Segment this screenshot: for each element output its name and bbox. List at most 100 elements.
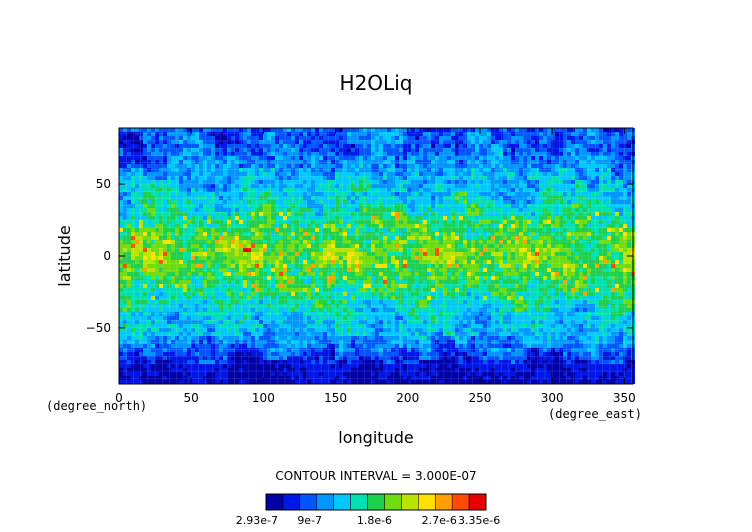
field-cell xyxy=(267,164,271,168)
field-cell xyxy=(487,196,491,200)
field-cell xyxy=(563,220,567,224)
field-cell xyxy=(255,132,259,136)
field-cell xyxy=(183,128,187,132)
field-cell xyxy=(235,212,239,216)
field-cell xyxy=(543,248,547,252)
field-cell xyxy=(291,200,295,204)
field-cell xyxy=(271,176,275,180)
field-cell xyxy=(571,180,575,184)
field-cell xyxy=(175,160,179,164)
field-cell xyxy=(419,260,423,264)
field-cell xyxy=(171,132,175,136)
field-cell xyxy=(135,256,139,260)
field-cell xyxy=(503,248,507,252)
field-cell xyxy=(271,256,275,260)
field-cell xyxy=(523,188,527,192)
field-cell xyxy=(395,148,399,152)
field-cell xyxy=(615,232,619,236)
field-cell xyxy=(227,192,231,196)
field-cell xyxy=(571,152,575,156)
field-cell xyxy=(279,244,283,248)
field-cell xyxy=(143,268,147,272)
field-cell xyxy=(355,264,359,268)
field-cell xyxy=(571,272,575,276)
field-cell xyxy=(423,244,427,248)
field-cell xyxy=(435,268,439,272)
field-cell xyxy=(503,184,507,188)
field-cell xyxy=(355,200,359,204)
field-cell xyxy=(455,224,459,228)
field-cell xyxy=(175,140,179,144)
field-cell xyxy=(211,232,215,236)
field-cell xyxy=(487,188,491,192)
field-cell xyxy=(407,164,411,168)
field-cell xyxy=(587,224,591,228)
field-cell xyxy=(451,260,455,264)
field-cell xyxy=(235,272,239,276)
field-cell xyxy=(627,144,631,148)
field-cell xyxy=(219,236,223,240)
field-cell xyxy=(531,180,535,184)
field-cell xyxy=(339,264,343,268)
field-cell xyxy=(439,168,443,172)
field-cell xyxy=(347,204,351,208)
field-cell xyxy=(607,224,611,228)
field-cell xyxy=(531,136,535,140)
field-cell xyxy=(551,156,555,160)
field-cell xyxy=(539,168,543,172)
field-cell xyxy=(567,264,571,268)
field-cell xyxy=(575,148,579,152)
field-cell xyxy=(207,188,211,192)
field-cell xyxy=(299,264,303,268)
field-cell xyxy=(483,244,487,248)
field-cell xyxy=(563,180,567,184)
field-cell xyxy=(167,136,171,140)
field-cell xyxy=(467,244,471,248)
field-cell xyxy=(135,192,139,196)
field-cell xyxy=(239,180,243,184)
field-cell xyxy=(359,260,363,264)
field-cell xyxy=(547,220,551,224)
field-cell xyxy=(203,164,207,168)
field-cell xyxy=(191,216,195,220)
field-cell xyxy=(255,216,259,220)
field-cell xyxy=(295,180,299,184)
field-cell xyxy=(627,204,631,208)
field-cell xyxy=(455,208,459,212)
field-cell xyxy=(311,128,315,132)
field-cell xyxy=(147,148,151,152)
field-cell xyxy=(315,228,319,232)
field-cell xyxy=(215,268,219,272)
field-cell xyxy=(227,280,231,284)
field-cell xyxy=(271,212,275,216)
field-cell xyxy=(431,188,435,192)
field-cell xyxy=(495,232,499,236)
field-cell xyxy=(531,164,535,168)
field-cell xyxy=(627,228,631,232)
field-cell xyxy=(231,200,235,204)
field-cell xyxy=(571,264,575,268)
field-cell xyxy=(399,128,403,132)
field-cell xyxy=(379,132,383,136)
field-cell xyxy=(447,148,451,152)
field-cell xyxy=(203,160,207,164)
field-cell xyxy=(139,212,143,216)
field-cell xyxy=(243,276,247,280)
field-cell xyxy=(487,232,491,236)
field-cell xyxy=(275,268,279,272)
field-cell xyxy=(155,140,159,144)
field-cell xyxy=(507,228,511,232)
field-cell xyxy=(191,276,195,280)
field-cell xyxy=(339,244,343,248)
field-cell xyxy=(283,140,287,144)
field-cell xyxy=(471,180,475,184)
field-cell xyxy=(283,208,287,212)
field-cell xyxy=(475,196,479,200)
field-cell xyxy=(291,216,295,220)
field-cell xyxy=(583,184,587,188)
field-cell xyxy=(239,240,243,244)
field-cell xyxy=(283,136,287,140)
field-cell xyxy=(323,212,327,216)
field-cell xyxy=(611,216,615,220)
field-cell xyxy=(399,140,403,144)
